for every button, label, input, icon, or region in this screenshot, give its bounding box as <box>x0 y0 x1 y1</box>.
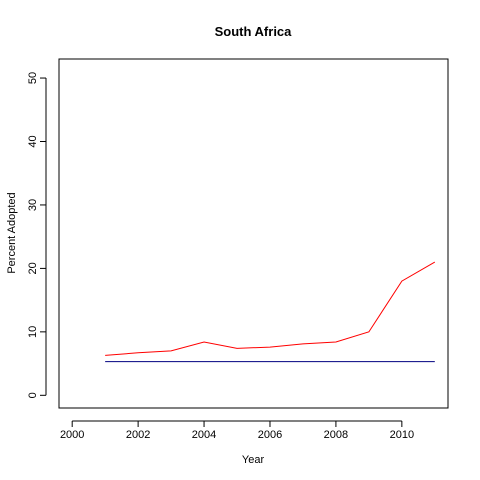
y-tick-label: 0 <box>27 392 39 398</box>
y-axis: 0 10 20 30 40 50 <box>27 72 47 398</box>
chart-title: South Africa <box>215 24 293 39</box>
x-axis: 2000 2002 2004 2006 2008 2010 <box>60 420 414 441</box>
x-tick-label: 2000 <box>60 429 84 441</box>
series-layer <box>105 261 436 363</box>
y-tick-label: 40 <box>27 135 39 147</box>
plot-area-frame <box>58 58 449 409</box>
x-tick-label: 2002 <box>126 429 150 441</box>
y-tick-label: 10 <box>27 326 39 338</box>
x-tick-label: 2004 <box>192 429 216 441</box>
x-tick-label: 2006 <box>258 429 282 441</box>
y-tick-label: 20 <box>27 262 39 274</box>
y-tick-label: 50 <box>27 72 39 84</box>
y-tick-label: 30 <box>27 199 39 211</box>
x-axis-label: Year <box>242 454 265 466</box>
y-axis-label: Percent Adopted <box>6 192 18 273</box>
x-tick-label: 2008 <box>324 429 348 441</box>
x-tick-label: 2010 <box>390 429 414 441</box>
series-line-1 <box>105 261 436 356</box>
